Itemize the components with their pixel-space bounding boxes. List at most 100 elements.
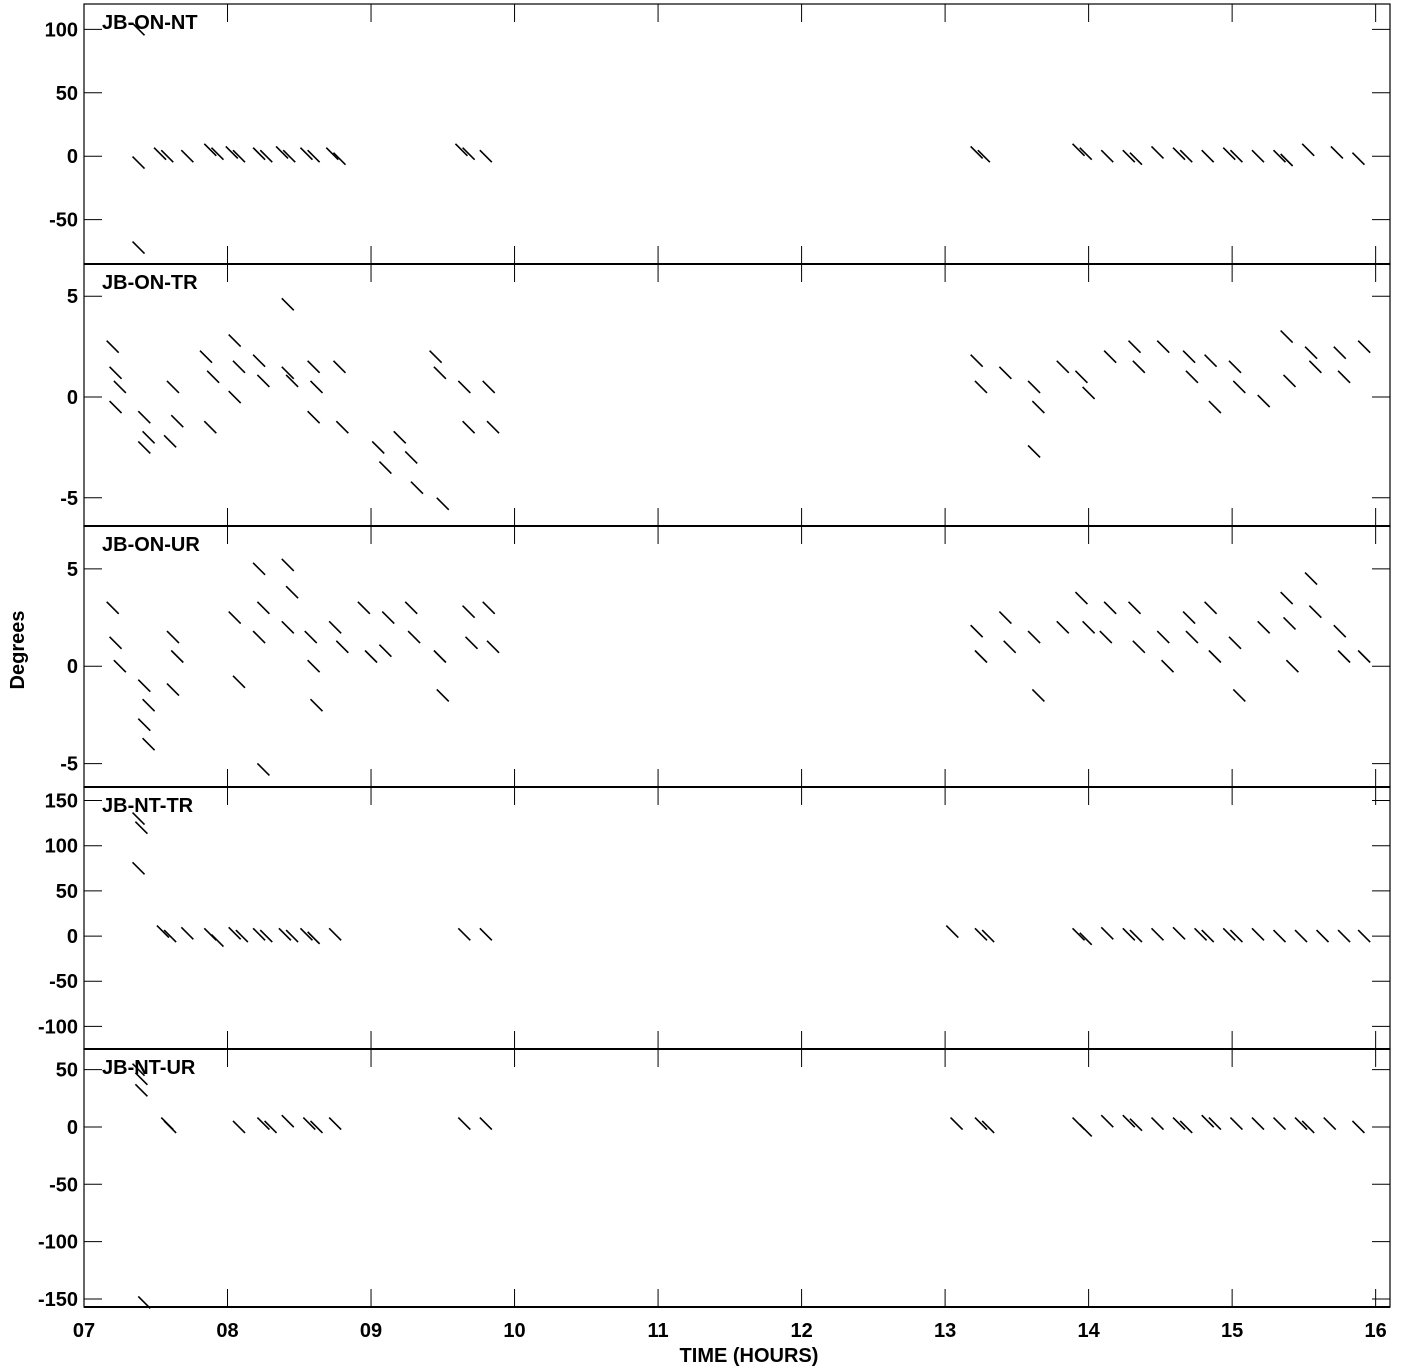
data-point [410, 481, 424, 495]
data-point [1208, 649, 1222, 664]
y-tick-label: -100 [38, 1016, 78, 1038]
data-point [1337, 370, 1351, 384]
data-point [328, 620, 342, 634]
data-point [252, 562, 266, 576]
x-tick-label: 16 [1365, 1320, 1387, 1342]
data-point [199, 350, 213, 364]
data-point [166, 683, 180, 697]
data-point [299, 927, 314, 941]
data-point [998, 366, 1012, 380]
data-point [206, 370, 220, 384]
data-point [309, 380, 324, 394]
data-point [307, 149, 321, 163]
data-point [131, 240, 146, 255]
data-point [464, 636, 479, 650]
data-point [1156, 630, 1170, 644]
data-point [1228, 636, 1242, 650]
panel-frame [83, 263, 1391, 527]
panel-2: 5 0 -5 JB-ON-TR [60, 263, 1391, 527]
data-point [131, 22, 146, 36]
data-point [433, 649, 447, 664]
data-point [302, 1116, 316, 1131]
data-point [131, 861, 146, 875]
data-point [457, 1116, 471, 1131]
data-point [1150, 145, 1165, 159]
data-point [134, 1083, 148, 1097]
data-point [278, 927, 292, 941]
data-point [1122, 1114, 1136, 1128]
data-point [479, 1116, 493, 1131]
data-point [1228, 360, 1242, 374]
x-tick-label: 10 [503, 1320, 525, 1342]
data-point [457, 927, 471, 941]
y-tick-label: 5 [67, 286, 78, 308]
data-point [256, 1116, 270, 1131]
data-point [106, 601, 120, 615]
data-point [970, 624, 984, 638]
data-point [1323, 1116, 1337, 1131]
data-point [264, 1120, 278, 1134]
data-point [109, 366, 123, 380]
data-point [163, 929, 177, 943]
data-point [307, 410, 321, 424]
data-point [1172, 1116, 1186, 1131]
data-point [210, 147, 225, 161]
data-point [142, 430, 156, 444]
data-point [131, 155, 146, 170]
data-point [1182, 610, 1196, 625]
data-point [1100, 926, 1114, 940]
data-point [1301, 143, 1315, 157]
data-point [225, 145, 239, 159]
data-point [1150, 1116, 1165, 1131]
data-point [462, 147, 476, 161]
data-point [228, 390, 242, 404]
data-point [307, 659, 321, 673]
data-point [259, 929, 273, 943]
data-point [325, 147, 339, 161]
data-point [256, 601, 270, 615]
data-point [1308, 605, 1322, 619]
data-point [106, 340, 120, 354]
data-point [357, 601, 371, 615]
data-point [1082, 620, 1096, 634]
data-point [1132, 360, 1146, 374]
data-point [462, 420, 476, 434]
y-tick-label: 0 [67, 656, 78, 678]
data-point [1185, 370, 1199, 384]
data-point [137, 410, 151, 424]
data-point [1129, 929, 1143, 943]
data-point [945, 924, 959, 939]
data-point [1357, 340, 1371, 354]
data-point [974, 649, 988, 664]
data-point [393, 430, 407, 444]
data-point [1351, 152, 1365, 166]
x-tick-label: 12 [790, 1320, 812, 1342]
data-point [407, 630, 421, 644]
data-point [486, 640, 500, 654]
data-point [1351, 1120, 1365, 1134]
data-point [285, 929, 299, 943]
y-axis-title: Degrees [7, 611, 29, 690]
data-point [328, 1116, 342, 1131]
data-point [256, 374, 270, 388]
data-point [1301, 1120, 1315, 1134]
data-point [235, 929, 249, 943]
data-point [1201, 149, 1215, 163]
data-point [1333, 624, 1347, 638]
data-point [981, 1120, 995, 1134]
data-point [170, 649, 184, 664]
data-point [304, 630, 318, 644]
data-point [1337, 649, 1351, 664]
data-point [142, 737, 156, 751]
data-point [232, 675, 246, 689]
data-point [282, 149, 296, 163]
data-point [1229, 1116, 1244, 1131]
y-tick-label: 50 [56, 881, 78, 903]
data-point [1100, 1114, 1114, 1128]
data-point [309, 698, 324, 712]
data-point [328, 927, 342, 941]
data-point [1193, 927, 1208, 941]
data-point [166, 630, 180, 644]
y-tick-label: 0 [67, 146, 78, 168]
data-point [974, 927, 988, 941]
